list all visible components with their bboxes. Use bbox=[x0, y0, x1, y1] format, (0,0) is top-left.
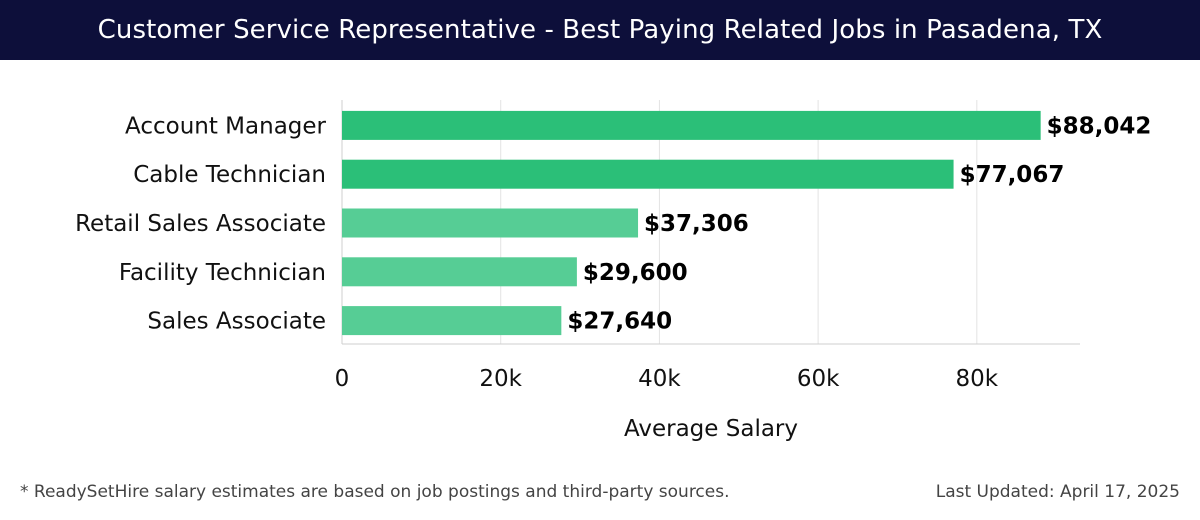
value-label: $27,640 bbox=[567, 309, 672, 335]
chart-title: Customer Service Representative - Best P… bbox=[97, 15, 1103, 45]
bar bbox=[342, 208, 639, 238]
value-label: $77,067 bbox=[960, 162, 1065, 188]
category-label: Retail Sales Associate bbox=[75, 211, 326, 237]
x-tick-label: 40k bbox=[638, 366, 681, 392]
bar bbox=[342, 110, 1041, 140]
footer-note: * ReadySetHire salary estimates are base… bbox=[20, 482, 730, 502]
salary-bar-chart: Account Manager $88,042 Cable Technician $7… bbox=[75, 100, 1152, 442]
category-label: Sales Associate bbox=[147, 309, 326, 335]
x-tick-label: 60k bbox=[797, 366, 840, 392]
last-updated: Last Updated: April 17, 2025 bbox=[935, 482, 1180, 502]
value-label: $88,042 bbox=[1047, 113, 1152, 139]
x-axis-title: Average Salary bbox=[624, 416, 798, 442]
bar bbox=[342, 159, 954, 189]
category-label: Facility Technician bbox=[119, 260, 326, 286]
x-tick-label: 80k bbox=[956, 366, 999, 392]
category-label: Cable Technician bbox=[133, 162, 326, 188]
category-label: Account Manager bbox=[125, 113, 327, 139]
x-tick-label: 20k bbox=[479, 366, 522, 392]
x-tick-label: 0 bbox=[335, 366, 350, 392]
value-label: $29,600 bbox=[583, 260, 688, 286]
chart-header: Customer Service Representative - Best P… bbox=[0, 0, 1200, 60]
bar bbox=[342, 306, 562, 336]
bar bbox=[342, 257, 577, 287]
value-label: $37,306 bbox=[644, 211, 749, 237]
